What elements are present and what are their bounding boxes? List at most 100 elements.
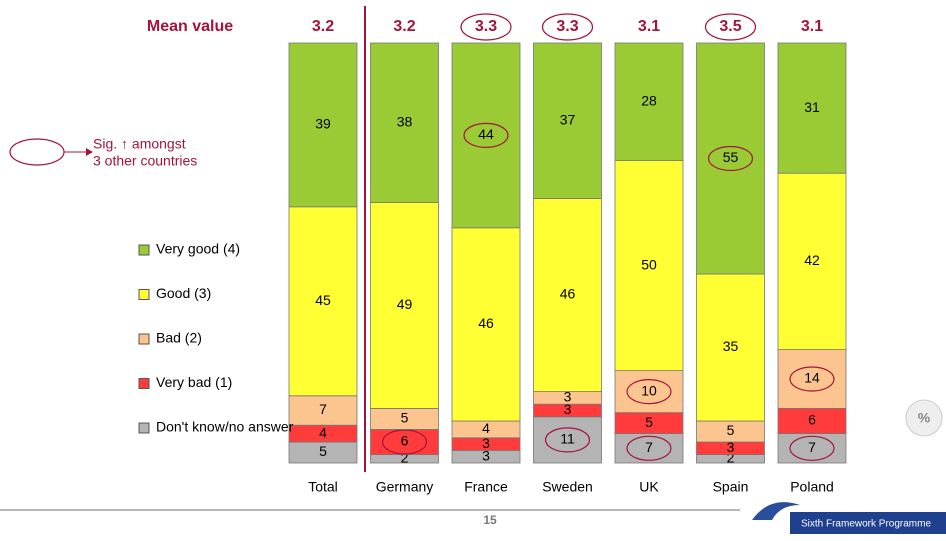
bar-segment [533,197,602,392]
sig-circle [381,429,428,455]
legend-swatch [138,378,150,389]
bar-segment [288,42,358,208]
data-label: 49 [397,296,413,312]
data-label: 5 [727,422,735,438]
x-tick-label: Poland [790,479,834,495]
mean-value: 3.3 [556,18,578,35]
bar-segment [614,42,684,161]
x-tick-label: Germany [376,479,434,495]
data-label: 6 [808,412,816,428]
data-label: 5 [645,414,653,430]
bar-segment [370,202,439,409]
bar-segment [533,42,602,199]
logo-text: Sixth Framework Programme [801,519,931,530]
sig-circle [463,122,509,148]
bar-segment [614,160,684,372]
data-label: 37 [560,111,576,127]
mean-value: 3.1 [801,18,823,35]
mean-value: 3.2 [312,18,334,35]
logo-mark [752,502,800,520]
bar-segment [696,42,765,275]
data-label: 3 [482,435,490,451]
x-tick-label: Total [308,479,338,495]
data-label: 4 [482,420,490,436]
mean-value: 3.3 [475,18,497,35]
x-tick-label: France [464,479,508,495]
data-label: 14 [804,370,820,386]
data-label: 46 [478,315,494,331]
data-label: 3 [564,401,572,417]
data-label: 39 [315,116,331,132]
data-label: 45 [315,292,331,308]
sig-circle [707,145,754,172]
bar-segment [370,42,439,204]
legend-swatch [138,289,150,300]
bar-segment [614,433,684,464]
legend-label: Bad (2) [156,330,202,346]
bar-segment [777,42,847,174]
data-label: 46 [560,286,576,302]
annotation: 3 other countries [93,153,197,169]
sig-key [9,138,65,166]
sig-circle [544,427,591,453]
unit-badge: % [918,410,931,426]
page-number: 15 [483,513,497,527]
data-label: 3 [564,389,572,405]
mean-sig [460,13,512,41]
data-label: 38 [397,114,413,130]
bar-segment [696,273,765,422]
data-label: 2 [401,450,409,466]
x-tick-label: Sweden [542,479,593,495]
data-label: 5 [401,410,409,426]
sig-circle [626,379,672,405]
sig-circle [789,366,835,392]
bar-segment [777,349,847,409]
legend-label: Very bad (1) [156,374,232,390]
bar-segment [451,227,521,422]
data-label: 7 [319,401,327,417]
mean-value: 3.2 [393,18,415,35]
data-label: 4 [319,424,327,440]
sig-arrowhead [86,148,93,156]
mean-value: 3.1 [638,18,660,35]
bar-segment [451,42,521,229]
mean-sig [541,13,594,41]
legend-label: Good (3) [156,285,211,301]
data-label: 6 [401,433,409,449]
annotation: Sig. ↑ amongst [93,136,186,152]
bar-segment [777,433,847,464]
x-tick-label: Spain [713,479,749,495]
data-label: 35 [723,338,739,354]
x-tick-label: UK [639,479,659,495]
data-label: 3 [727,439,735,455]
data-label: 50 [641,256,657,272]
mean-label: Mean value [147,18,233,35]
data-label: 55 [723,149,739,165]
legend-swatch [138,422,150,434]
data-label: 11 [560,431,575,447]
legend-label: Very good (4) [156,241,240,257]
badge [905,399,943,437]
legend-swatch [138,333,150,345]
sig-circle [789,435,835,461]
data-label: 28 [641,93,657,109]
data-label: 2 [727,450,735,466]
legend-swatch [138,244,150,256]
mean-sig [704,13,757,41]
logo-band [790,512,946,534]
sig-circle [626,435,672,461]
legend-label: Don't know/no answer [156,419,294,435]
bar-segment [777,172,847,350]
data-label: 3 [482,447,490,463]
data-label: 10 [641,382,657,398]
data-label: 44 [478,126,494,142]
data-label: 42 [804,252,820,268]
data-label: 7 [808,439,816,455]
data-label: 5 [319,443,327,459]
data-label: 31 [804,99,820,115]
bar-segment [533,416,602,464]
mean-value: 3.5 [719,18,741,35]
bar-segment [288,395,358,426]
data-label: 7 [645,439,653,455]
